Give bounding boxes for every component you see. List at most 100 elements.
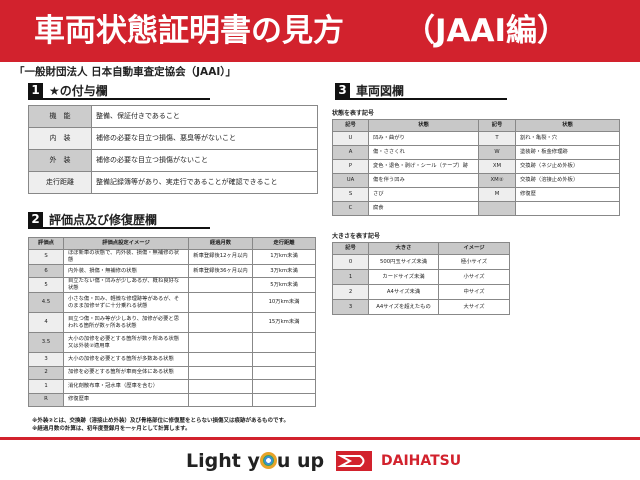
- section-title: ★の付与欄: [49, 83, 108, 98]
- table-cell: 1万km未満: [252, 249, 316, 265]
- column-header: 大きさ: [368, 242, 439, 255]
- page-title: 車両状態証明書の見方: [34, 13, 344, 49]
- table-cell: 500円玉サイズ未満: [368, 254, 439, 270]
- note: ※外装②とは、交換跡（溶接止め外装）及び骨格部位に修復歴をとらない損傷又は痕跡が…: [32, 418, 289, 424]
- table-cell: S: [332, 187, 369, 202]
- notes: ※外装②とは、交換跡（溶接止め外装）及び骨格部位に修復歴をとらない損傷又は痕跡が…: [32, 418, 289, 434]
- section-title: 評価点及び修復歴欄: [49, 212, 158, 227]
- table-cell: R: [28, 392, 64, 407]
- table-cell: [188, 332, 253, 353]
- column-header: 評価点: [28, 237, 64, 250]
- column-header: 記号: [332, 119, 369, 132]
- table-cell: 1: [332, 269, 369, 285]
- section-title: 車両図欄: [356, 83, 405, 98]
- table-cell: 6: [28, 263, 64, 279]
- table-cell: 機 能: [28, 105, 92, 128]
- edition-label: （JAAI編）: [404, 13, 569, 49]
- table-cell: 大小の加修を必要とする箇所が数ヶ所ある状態又は外装②適用車: [63, 332, 189, 353]
- table-cell: 5万km未満: [252, 277, 316, 293]
- table-row: S さび M 修復歴: [332, 187, 620, 202]
- table-cell: T: [478, 131, 516, 146]
- section1-heading: 1 ★の付与欄: [28, 82, 210, 100]
- table-cell: 小さな傷・凹み、軽微な修理跡等があるが、そのまま加修せずに十分乗れる状態: [63, 292, 189, 313]
- table-cell: C: [332, 201, 369, 216]
- column-header: 経過月数: [188, 237, 253, 250]
- table-row: 3.5 大小の加修を必要とする箇所が数ヶ所ある状態又は外装②適用車: [28, 332, 316, 353]
- table-cell: 目立つ傷・凹み等が少しあり、加修が必要と思われる箇所が数ヶ所ある状態: [63, 312, 189, 333]
- table-row: 1 カードサイズ未満 小サイズ: [332, 269, 510, 285]
- table-cell: 5: [28, 277, 64, 293]
- table-cell: 大サイズ: [438, 299, 510, 315]
- table-cell: [188, 392, 253, 407]
- section3-heading: 3 車両図欄: [335, 82, 507, 100]
- table-row: 1 消化剤散布車・冠水車（歴車を含む）: [28, 379, 316, 394]
- table-cell: 新車登録後12ヶ月以内: [188, 249, 253, 265]
- table-row: 機 能整備、保証付きであること: [28, 105, 318, 128]
- table-cell: 4.5: [28, 292, 64, 313]
- table-cell: 3.5: [28, 332, 64, 353]
- size-caption: 大きさを表す記号: [332, 233, 381, 240]
- table-cell: 内外装、損傷・無補修の状態: [63, 263, 189, 279]
- table-cell: 整備、保証付きであること: [91, 105, 318, 128]
- table-cell: 修復歴: [515, 187, 620, 202]
- section-number: 3: [335, 82, 350, 98]
- table-cell: 0: [332, 254, 369, 270]
- table-row: U 凹み・曲がり T 割れ・亀裂・穴: [332, 131, 620, 146]
- table-cell: 大小の加修を必要とする箇所が多数ある状態: [63, 352, 189, 367]
- table-cell: [188, 352, 253, 367]
- table-cell: さび: [368, 187, 479, 202]
- table-cell: W: [478, 145, 516, 160]
- size-symbol-table: 記号 大きさ イメージ 0 500円玉サイズ未満 極小サイズ 1 カードサイズ未満 小サイズ 2 A…: [332, 242, 510, 315]
- table-cell: [188, 365, 253, 380]
- table-cell: 15万km未満: [252, 312, 316, 333]
- slogan-pre: Light y: [186, 450, 260, 472]
- table-cell: 塗装跡・板金修理跡: [515, 145, 620, 160]
- table-row: 0 500円玉サイズ未満 極小サイズ: [332, 254, 510, 270]
- column-header: 評価点設定イメージ: [63, 237, 189, 250]
- table-cell: 内 装: [28, 127, 92, 150]
- table-cell: 整備記録簿等があり、実走行であることが確認できること: [91, 171, 318, 194]
- slogan-post: u up: [276, 450, 325, 472]
- section2-heading: 2 評価点及び修復歴欄: [28, 211, 210, 229]
- state-symbol-table: 記号 状態 記号 状態 U 凹み・曲がり T 割れ・亀裂・穴 A 傷・ささくれ W 塗装跡・板金修理跡…: [332, 119, 620, 216]
- section-number: 1: [28, 82, 43, 98]
- table-cell: 修復歴車: [63, 392, 189, 407]
- header-row: 記号 大きさ イメージ: [332, 242, 510, 255]
- table-cell: UA: [332, 173, 369, 188]
- brand-name: DAIHATSU: [381, 453, 462, 469]
- table-cell: [188, 277, 253, 293]
- table-cell: [252, 365, 316, 380]
- column-header: 状態: [515, 119, 620, 132]
- table-cell: U: [332, 131, 369, 146]
- table-row: 外 装補修の必要な目立つ損傷がないこと: [28, 149, 318, 172]
- table-row: 3 A4サイズを超えたもの 大サイズ: [332, 299, 510, 315]
- table-cell: [252, 392, 316, 407]
- table-cell: P: [332, 159, 369, 174]
- table-cell: 補修の必要な目立つ損傷、悪臭等がないこと: [91, 127, 318, 150]
- table-row: 5 目立たない傷・凹みが少しあるが、概ね良好な状態 5万km未満: [28, 277, 316, 293]
- table-cell: 中サイズ: [438, 284, 510, 300]
- table-cell: 変色・退色・剥げ・シール（テープ）跡: [368, 159, 479, 174]
- table-cell: ほぼ新車の状態で、内外装、損傷・無補修の状態: [63, 249, 189, 265]
- table-row: S ほぼ新車の状態で、内外装、損傷・無補修の状態 新車登録後12ヶ月以内 1万km未満: [28, 249, 316, 265]
- table-row: 2 加修を必要とする箇所が車両全体にある状態: [28, 365, 316, 380]
- state-caption: 状態を表す記号: [332, 110, 375, 117]
- column-header: 走行距離: [252, 237, 316, 250]
- table-cell: 傷・ささくれ: [368, 145, 479, 160]
- table-cell: 2: [332, 284, 369, 300]
- table-cell: 交換跡（ネジ止め外板）: [515, 159, 620, 174]
- table-cell: A4サイズ未満: [368, 284, 439, 300]
- header-row: 記号 状態 記号 状態: [332, 119, 620, 132]
- table-cell: S: [28, 249, 64, 265]
- table-cell: [188, 312, 253, 333]
- table-row: A 傷・ささくれ W 塗装跡・板金修理跡: [332, 145, 620, 160]
- table-row: 4 目立つ傷・凹み等が少しあり、加修が必要と思われる箇所が数ヶ所ある状態 15万km…: [28, 312, 316, 333]
- table-cell: 加修を必要とする箇所が車両全体にある状態: [63, 365, 189, 380]
- table-cell: 走行距離: [28, 171, 92, 194]
- table-cell: [252, 379, 316, 394]
- column-header: 記号: [478, 119, 516, 132]
- table-cell: 3: [332, 299, 369, 315]
- table-cell: 傷を伴う凹み: [368, 173, 479, 188]
- organization-label: 「一般財団法人 日本自動車査定協会（JAAI）」: [14, 66, 236, 78]
- header-row: 評価点 評価点設定イメージ 経過月数 走行距離: [28, 237, 316, 250]
